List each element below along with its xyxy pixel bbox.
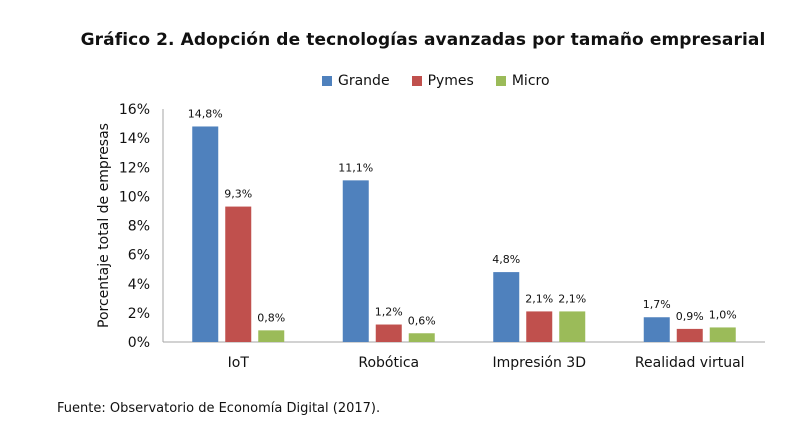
data-label: 1,2% — [375, 306, 403, 319]
y-tick-label: 4% — [128, 277, 150, 293]
data-label: 0,8% — [257, 311, 285, 324]
data-label: 0,9% — [676, 310, 704, 323]
bar-grande-0 — [192, 126, 219, 342]
y-tick-label: 12% — [119, 160, 150, 176]
bar-micro-0 — [258, 330, 285, 342]
data-label: 1,0% — [709, 308, 737, 321]
data-label: 9,3% — [224, 188, 252, 201]
legend-swatch-grande — [322, 76, 332, 86]
legend-swatch-micro — [495, 76, 506, 86]
legend-label-grande: Grande — [338, 73, 390, 89]
y-tick-label: 0% — [128, 335, 150, 351]
y-axis-title: Porcentaje total de empresas — [96, 123, 112, 328]
data-label: 2,1% — [558, 292, 586, 305]
legend-item-grande: Grande — [322, 73, 390, 89]
chart-title: Gráfico 2. Adopción de tecnologías avanz… — [80, 30, 766, 50]
y-tick-label: 6% — [128, 248, 150, 264]
x-tick-label: IoT — [228, 355, 250, 371]
bar-micro-1 — [408, 333, 435, 342]
legend-item-pymes: Pymes — [411, 73, 474, 89]
bar-micro-2 — [559, 311, 586, 342]
legend-swatch-pymes — [411, 76, 422, 86]
bar-grande-1 — [342, 180, 369, 342]
data-label: 14,8% — [188, 107, 223, 120]
legend-label-pymes: Pymes — [427, 73, 474, 89]
bar-grande-2 — [493, 272, 520, 342]
y-tick-label: 14% — [119, 131, 150, 147]
source-note: Fuente: Observatorio de Economía Digital… — [57, 401, 381, 416]
y-tick-label: 8% — [128, 219, 150, 235]
bar-grande-3 — [643, 317, 670, 342]
data-label: 2,1% — [525, 292, 553, 305]
bar-pymes-0 — [225, 206, 252, 342]
bar-micro-3 — [709, 327, 736, 342]
data-label: 1,7% — [643, 298, 671, 311]
data-label: 0,6% — [408, 314, 436, 327]
bar-pymes-3 — [676, 328, 703, 342]
bar-pymes-1 — [375, 324, 402, 342]
data-label: 4,8% — [492, 253, 520, 266]
y-tick-label: 10% — [119, 189, 150, 205]
legend-item-micro: Micro — [495, 73, 550, 89]
x-tick-label: Impresión 3D — [493, 355, 586, 371]
x-tick-label: Realidad virtual — [635, 355, 745, 371]
bar-pymes-2 — [526, 311, 553, 342]
data-label: 11,1% — [338, 161, 373, 174]
legend-label-micro: Micro — [511, 73, 550, 89]
y-tick-label: 16% — [119, 102, 150, 118]
y-tick-label: 2% — [128, 306, 150, 322]
x-tick-label: Robótica — [358, 355, 419, 371]
chart-legend: Grande Pymes Micro — [322, 73, 572, 89]
